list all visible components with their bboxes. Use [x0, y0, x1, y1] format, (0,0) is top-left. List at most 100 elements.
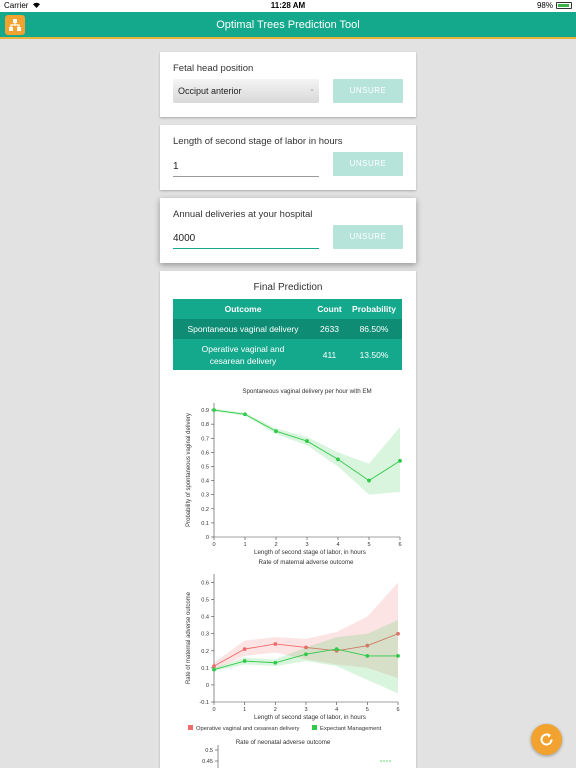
column-header-probability: Probability — [346, 299, 402, 319]
data-point — [365, 643, 370, 648]
y-axis-label: Rate of maternal adverse outcome — [186, 591, 192, 684]
chart-title: Rate of neonatal adverse outcome — [236, 739, 331, 746]
data-point — [305, 439, 309, 443]
y-tick-label: 0.8 — [201, 422, 209, 428]
confidence-band — [214, 408, 400, 495]
app-title: Optimal Trees Prediction Tool — [216, 19, 360, 31]
y-tick-label: 0.7 — [201, 436, 209, 442]
legend-label: Expectant Management — [320, 726, 382, 732]
x-tick-label: 4 — [336, 542, 339, 548]
x-tick-label: 3 — [305, 542, 308, 548]
data-point — [367, 478, 371, 483]
confidence-band — [214, 620, 398, 694]
y-tick-label: 0 — [206, 535, 209, 541]
y-tick-label: 0.3 — [201, 632, 209, 638]
y-tick-label: 0.2 — [201, 507, 209, 513]
annual-deliveries-input[interactable]: 4000 — [173, 227, 319, 249]
battery-icon — [556, 2, 572, 9]
prediction-title: Final Prediction — [253, 282, 323, 293]
data-point — [212, 408, 216, 412]
legend-swatch — [312, 725, 317, 730]
fetal-head-unsure-button[interactable]: UNSURE — [333, 79, 403, 103]
annual-deliveries-card: Annual deliveries at your hospital 4000 … — [160, 198, 416, 263]
y-tick-label: 0.4 — [201, 479, 209, 485]
data-point — [396, 654, 400, 658]
data-point — [365, 654, 370, 658]
row-outcome: Operative vaginal and cesarean delivery — [173, 339, 313, 370]
x-tick-label: 1 — [243, 707, 246, 713]
chart-title: Rate of maternal adverse outcome — [259, 559, 354, 566]
refresh-icon — [540, 733, 553, 746]
x-tick-label: 5 — [366, 707, 369, 713]
x-axis-label: Length of second stage of labor, in hour… — [254, 549, 366, 556]
status-bar: Carrier 11:28 AM 98% — [0, 0, 576, 12]
second-stage-card: Length of second stage of labor in hours… — [160, 125, 416, 190]
data-point — [243, 412, 247, 417]
chevron-down-icon: ⌄ — [309, 86, 315, 93]
data-point — [334, 647, 339, 651]
y-tick-label: 0.1 — [201, 666, 209, 672]
x-tick-label: 1 — [243, 542, 246, 548]
data-point — [273, 642, 278, 646]
data-point — [273, 660, 278, 665]
fetal-head-card: Fetal head position Occiput anterior ⌄ U… — [160, 52, 416, 117]
second-stage-input[interactable]: 1 — [173, 155, 319, 177]
y-tick-label: 0.5 — [201, 464, 209, 470]
y-tick-label: 0.2 — [201, 649, 209, 655]
refresh-button[interactable] — [531, 724, 562, 755]
fetal-head-select[interactable]: Occiput anterior ⌄ — [173, 79, 319, 103]
data-point — [242, 659, 247, 663]
fetal-head-value: Occiput anterior — [178, 86, 242, 96]
y-tick-label: 0.1 — [201, 521, 209, 527]
data-point — [274, 429, 278, 434]
y-tick-label: 0.6 — [201, 450, 209, 456]
legend-swatch — [188, 725, 193, 730]
row-probability: 13.50% — [346, 339, 402, 370]
row-count: 2633 — [313, 319, 346, 339]
y-tick-label: 0.45 — [202, 759, 213, 765]
carrier-label: Carrier — [4, 1, 29, 10]
column-header-outcome: Outcome — [173, 299, 313, 319]
y-axis-label: Probability of spontaneous vaginal deliv… — [186, 413, 192, 527]
data-point — [336, 457, 340, 462]
wifi-icon — [32, 1, 41, 10]
annual-deliveries-label: Annual deliveries at your hospital — [173, 209, 313, 220]
data-point — [212, 664, 216, 669]
final-prediction-card: Final Prediction Outcome Count Probabili… — [160, 271, 416, 768]
app-bar: Optimal Trees Prediction Tool — [0, 12, 576, 39]
row-count: 411 — [313, 339, 346, 370]
y-tick-label: 0.9 — [201, 408, 209, 414]
row-probability: 86.50% — [346, 319, 402, 339]
x-tick-label: 2 — [274, 707, 277, 713]
fetal-head-label: Fetal head position — [173, 63, 254, 74]
x-tick-label: 6 — [396, 707, 399, 713]
legend-label: Operative vaginal and cesarean delivery — [196, 726, 300, 732]
data-point — [304, 645, 308, 650]
data-point — [396, 631, 400, 636]
column-header-count: Count — [313, 299, 346, 319]
y-tick-label: 0.4 — [201, 615, 209, 621]
data-point — [398, 458, 402, 463]
chart-title: Spontaneous vaginal delivery per hour wi… — [242, 388, 371, 395]
x-tick-label: 5 — [367, 542, 370, 548]
tree-logo-icon[interactable] — [5, 15, 25, 35]
y-tick-label: 0.5 — [201, 598, 209, 604]
y-tick-label: 0.3 — [201, 493, 209, 499]
status-time: 11:28 AM — [270, 1, 306, 10]
prediction-table: Outcome Count Probability Spontaneous va… — [173, 299, 402, 370]
second-stage-unsure-button[interactable]: UNSURE — [333, 152, 403, 176]
annual-deliveries-unsure-button[interactable]: UNSURE — [333, 225, 403, 249]
battery-percent: 98% — [536, 1, 553, 10]
x-tick-label: 4 — [335, 707, 338, 713]
x-tick-label: 6 — [398, 542, 401, 548]
y-tick-label: -0.1 — [199, 700, 209, 706]
y-tick-label: 0 — [206, 683, 209, 689]
x-tick-label: 0 — [212, 707, 215, 713]
table-row: Operative vaginal and cesarean delivery … — [173, 339, 402, 370]
y-tick-label: 0.5 — [205, 748, 213, 754]
confidence-band — [214, 582, 398, 679]
x-tick-label: 0 — [212, 542, 215, 548]
charts-svg: Spontaneous vaginal delivery per hour wi… — [186, 388, 402, 768]
table-row: Spontaneous vaginal delivery 2633 86.50% — [173, 319, 402, 339]
row-outcome: Spontaneous vaginal delivery — [173, 319, 313, 339]
